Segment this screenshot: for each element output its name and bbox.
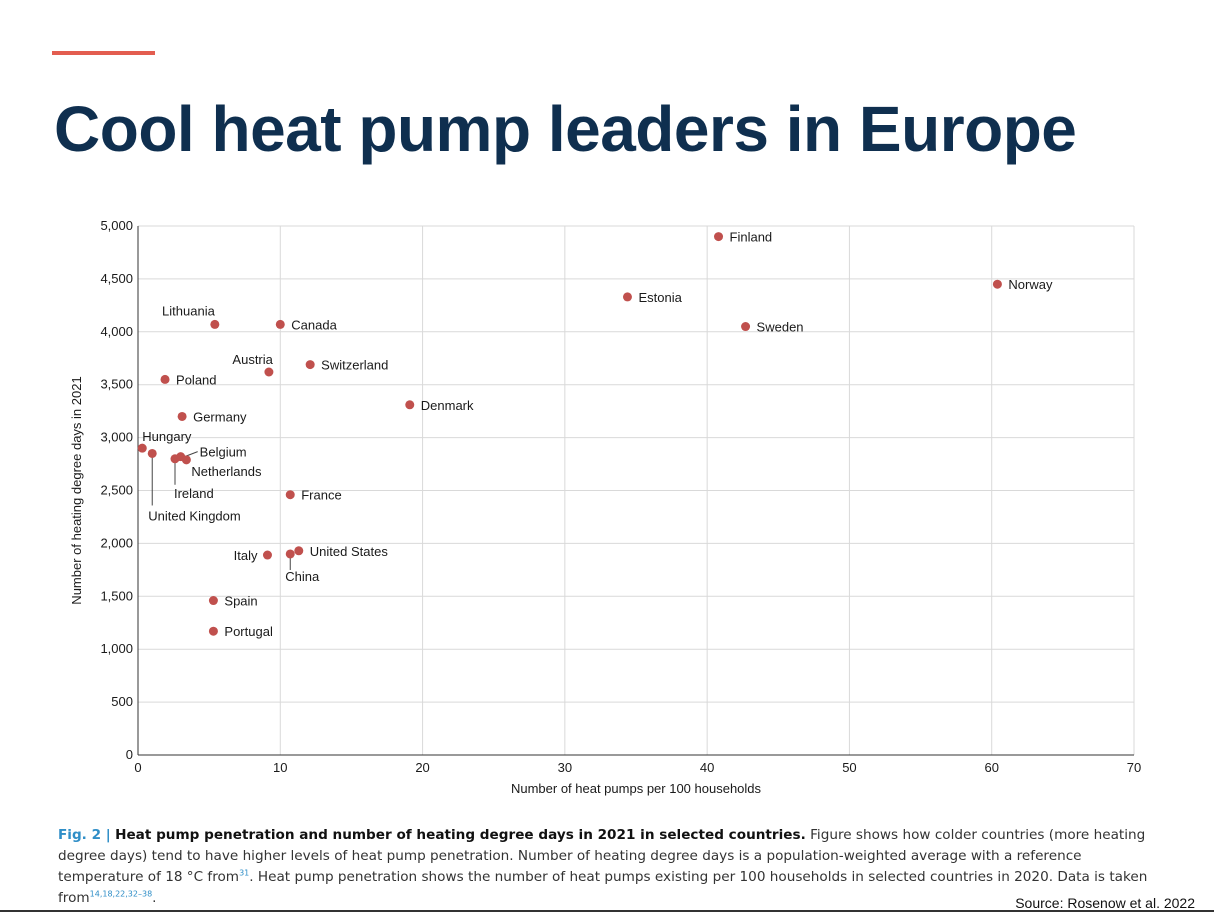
- point-label-netherlands: Netherlands: [191, 464, 262, 479]
- x-tick-label: 40: [700, 760, 714, 775]
- point-label-france: France: [301, 488, 341, 503]
- y-tick-label: 0: [126, 747, 133, 762]
- data-point-norway: [992, 279, 1002, 289]
- data-point-italy: [262, 550, 272, 560]
- y-tick-label: 2,000: [100, 535, 133, 550]
- caption-text-2: . Heat pump penetration shows the number…: [58, 869, 1148, 906]
- x-tick-label: 20: [415, 760, 429, 775]
- data-point-spain: [208, 596, 218, 606]
- point-label-germany: Germany: [193, 409, 247, 424]
- point-label-denmark: Denmark: [421, 398, 474, 413]
- caption-heading: Heat pump penetration and number of heat…: [115, 827, 806, 843]
- data-point-united-states: [294, 546, 304, 556]
- data-point-finland: [714, 232, 724, 242]
- point-label-ireland: Ireland: [174, 486, 214, 501]
- data-point-austria: [264, 367, 274, 377]
- point-label-china: China: [285, 569, 320, 584]
- x-tick-label: 50: [842, 760, 856, 775]
- caption-text-1: Figure shows how colder countries (more …: [58, 827, 1146, 885]
- point-label-canada: Canada: [291, 317, 337, 332]
- x-axis-title: Number of heat pumps per 100 households: [511, 781, 762, 796]
- source-note: Source: Rosenow et al. 2022: [1015, 895, 1195, 911]
- data-point-estonia: [622, 292, 632, 302]
- data-point-germany: [177, 411, 187, 421]
- point-label-united-states: United States: [310, 544, 389, 559]
- point-label-norway: Norway: [1008, 277, 1053, 292]
- data-point-portugal: [208, 626, 218, 636]
- point-label-austria: Austria: [232, 352, 273, 367]
- caption-text-3: .: [152, 890, 157, 906]
- y-tick-label: 3,500: [100, 377, 133, 392]
- y-tick-label: 2,500: [100, 483, 133, 498]
- scatter-chart: 05001,0001,5002,0002,5003,0003,5004,0004…: [69, 218, 1141, 796]
- data-point-sweden: [741, 322, 751, 332]
- point-label-sweden: Sweden: [757, 320, 804, 335]
- data-point-hungary: [137, 443, 147, 453]
- x-tick-label: 70: [1127, 760, 1141, 775]
- y-tick-label: 4,000: [100, 324, 133, 339]
- point-label-poland: Poland: [176, 372, 216, 387]
- data-point-netherlands: [181, 455, 191, 465]
- figure-label: Fig. 2 |: [58, 827, 111, 843]
- point-label-united-kingdom: United Kingdom: [148, 508, 241, 523]
- x-tick-label: 60: [984, 760, 998, 775]
- slide-title: Cool heat pump leaders in Europe: [54, 93, 1077, 165]
- data-point-poland: [160, 374, 170, 384]
- y-axis-title: Number of heating degree days in 2021: [69, 376, 84, 604]
- data-point-lithuania: [210, 319, 220, 329]
- x-tick-label: 0: [134, 760, 141, 775]
- y-tick-label: 3,000: [100, 430, 133, 445]
- data-point-united-kingdom: [147, 448, 157, 458]
- data-point-france: [285, 490, 295, 500]
- point-label-spain: Spain: [224, 594, 257, 609]
- y-tick-label: 500: [111, 694, 133, 709]
- point-label-portugal: Portugal: [224, 624, 273, 639]
- y-tick-label: 1,500: [100, 588, 133, 603]
- y-tick-label: 5,000: [100, 218, 133, 233]
- x-tick-label: 30: [558, 760, 572, 775]
- x-tick-label: 10: [273, 760, 287, 775]
- point-label-estonia: Estonia: [638, 290, 682, 305]
- point-label-finland: Finland: [730, 230, 773, 245]
- data-point-china: [285, 549, 295, 559]
- y-tick-label: 1,000: [100, 641, 133, 656]
- data-point-switzerland: [305, 360, 315, 370]
- point-label-lithuania: Lithuania: [162, 303, 216, 318]
- data-point-denmark: [405, 400, 415, 410]
- caption-reference-2: 14,18,22,32–38: [89, 889, 153, 899]
- point-label-switzerland: Switzerland: [321, 358, 388, 373]
- figure-caption: Fig. 2 | Heat pump penetration and numbe…: [58, 825, 1168, 909]
- caption-reference-1: 31: [239, 868, 250, 878]
- y-tick-label: 4,500: [100, 271, 133, 286]
- point-label-hungary: Hungary: [142, 429, 192, 444]
- footer-divider: [0, 910, 1214, 912]
- point-label-italy: Italy: [234, 548, 258, 563]
- accent-bar: [52, 51, 155, 55]
- point-label-belgium: Belgium: [200, 445, 247, 460]
- data-point-canada: [275, 319, 285, 329]
